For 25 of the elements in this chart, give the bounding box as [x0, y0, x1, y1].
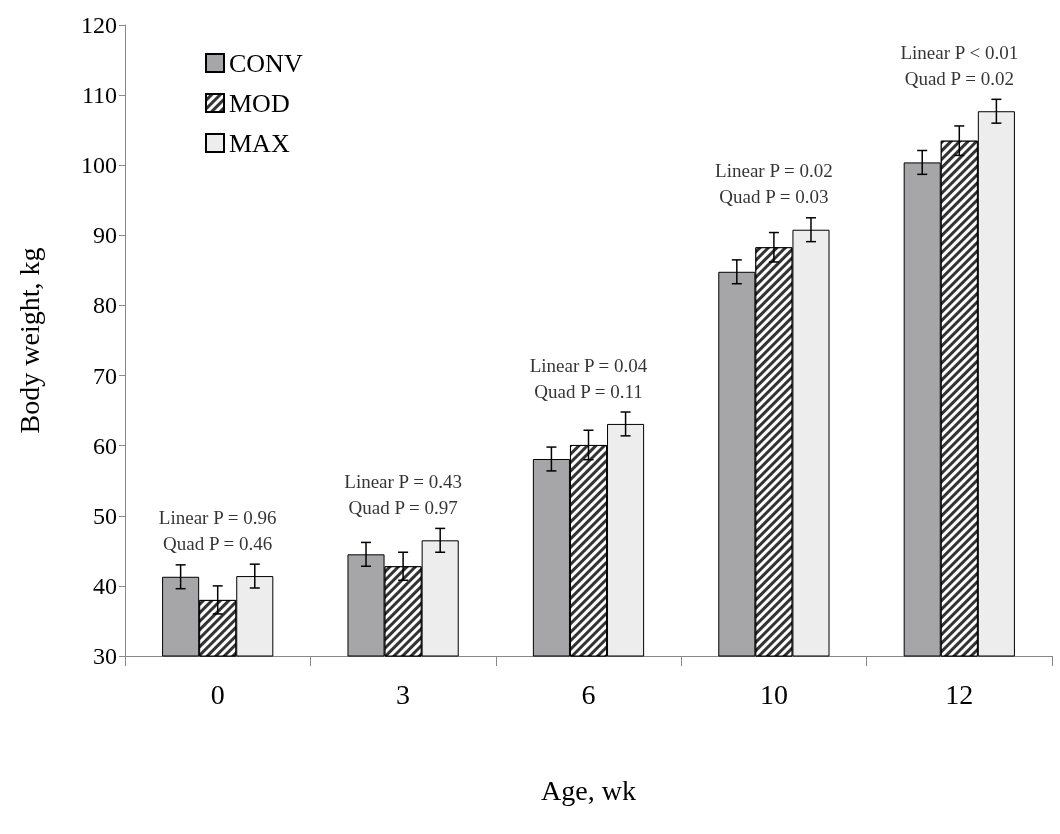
y-tick-label: 90	[93, 222, 117, 249]
y-tick-label: 60	[93, 432, 117, 459]
annotation: Linear P = 0.96 Quad P = 0.46	[158, 506, 277, 554]
legend-label: MOD	[229, 88, 290, 118]
x-tick-label: 12	[945, 678, 974, 710]
y-tick-label: 50	[93, 502, 117, 529]
legend-label: MAX	[229, 128, 290, 158]
y-tick-label: 100	[81, 152, 117, 179]
annotation: Linear P < 0.01 Quad P = 0.02	[900, 41, 1019, 89]
legend-label: CONV	[229, 48, 303, 78]
annotation: Linear P = 0.04 Quad P = 0.11	[529, 354, 648, 402]
y-axis-title: Body weight, kg	[13, 247, 45, 434]
x-tick-label: 3	[396, 678, 411, 710]
y-tick-label: 80	[93, 292, 117, 319]
y-tick-label: 40	[93, 572, 117, 599]
annotation: Linear P = 0.43 Quad P = 0.97	[344, 470, 462, 518]
y-tick-label: 110	[81, 82, 117, 109]
x-tick-label: 0	[210, 678, 225, 710]
y-tick-label: 30	[93, 643, 117, 669]
x-axis-title: Age, wk	[541, 774, 636, 806]
x-tick-label: 6	[581, 678, 596, 710]
annotation: Linear P = 0.02 Quad P = 0.03	[715, 160, 833, 208]
y-tick-label: 120	[81, 12, 117, 38]
x-tick-label: 10	[759, 678, 788, 710]
y-tick-label: 70	[93, 362, 117, 389]
